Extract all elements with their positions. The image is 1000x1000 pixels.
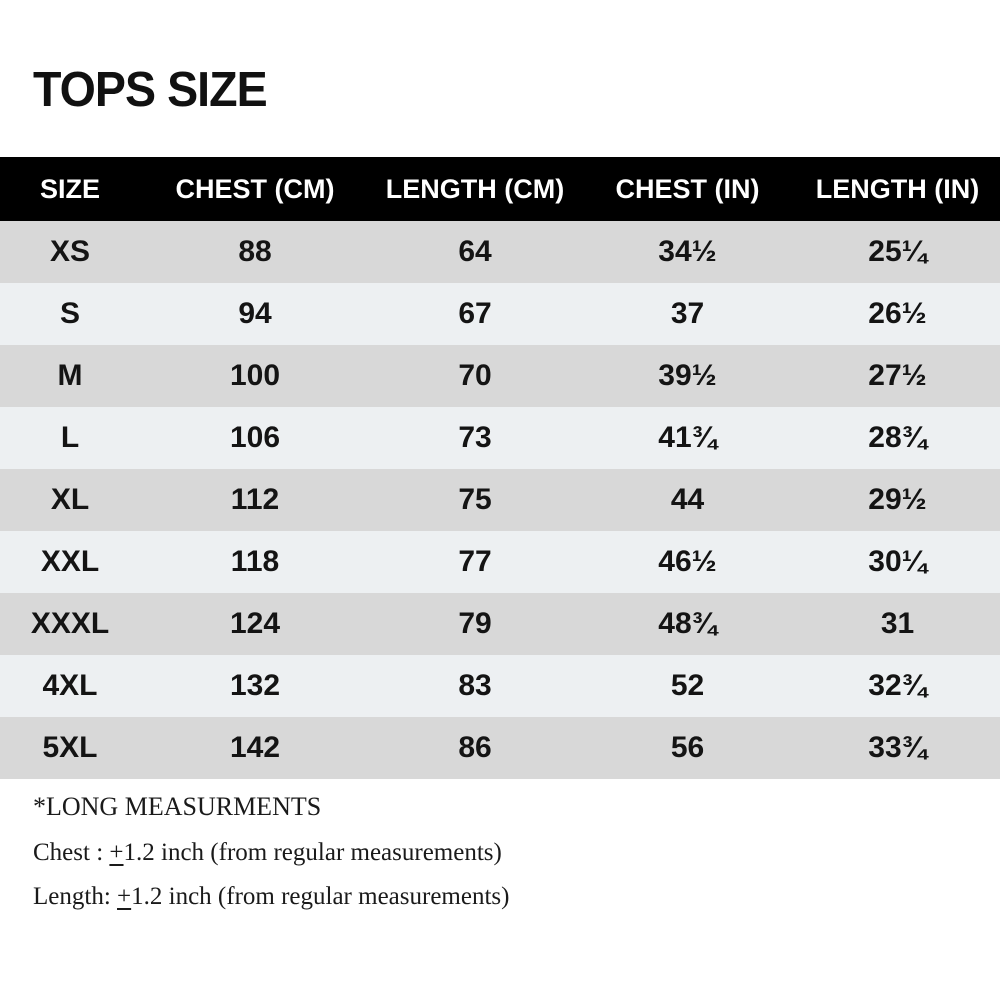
note-label: Length: <box>33 883 118 910</box>
chest-cm-value: 132 <box>229 669 281 702</box>
table-row-xs: XS 88 64 34½ 25¼ <box>0 221 1000 283</box>
note-text: 1.2 inch (from regular measurements) <box>123 839 502 866</box>
chest-cm-value: 118 <box>230 545 280 578</box>
header-chest-cm: CHEST (CM) <box>175 173 335 204</box>
size-label: XL <box>50 483 90 516</box>
chest-cm-value: 112 <box>230 483 280 516</box>
size-label: M <box>57 359 83 392</box>
chest-cm-value: 100 <box>229 359 281 392</box>
size-label: XXXL <box>30 607 110 640</box>
chest-in-value: 39½ <box>658 359 717 392</box>
length-in-value: 32¾ <box>868 669 927 702</box>
chest-cm-value: 124 <box>229 607 281 640</box>
size-label: 5XL <box>42 731 98 764</box>
size-label: XS <box>49 235 91 268</box>
length-in-value: 25¼ <box>868 235 927 268</box>
table-row-4xl: 4XL 132 83 52 32¾ <box>0 655 1000 717</box>
length-cm-value: 77 <box>458 545 492 578</box>
length-cm-value: 70 <box>458 359 492 392</box>
chest-in-value: 56 <box>670 731 705 764</box>
table-header-row: SIZE CHEST (CM) LENGTH (CM) CHEST (IN) L… <box>0 157 1000 221</box>
size-label: S <box>59 297 80 330</box>
length-tolerance-note: Length: +1.2 inch (from regular measurem… <box>33 883 509 911</box>
chest-in-value: 46½ <box>658 545 717 578</box>
chest-cm-value: 106 <box>229 421 281 454</box>
header-length-in: LENGTH (IN) <box>815 173 980 204</box>
page-title: TOPS SIZE <box>33 63 268 117</box>
footnote-heading: *LONG MEASURMENTS <box>33 792 322 821</box>
length-in-value: 27½ <box>868 359 927 392</box>
chest-cm-value: 142 <box>229 731 281 764</box>
table-row-5xl: 5XL 142 86 56 33¾ <box>0 717 1000 779</box>
plus-minus-sign: + <box>109 839 124 866</box>
table-row-xxl: XXL 118 77 46½ 30¼ <box>0 531 1000 593</box>
chest-in-value: 52 <box>670 669 705 702</box>
header-size: SIZE <box>39 173 100 204</box>
table-body: XS 88 64 34½ 25¼ S 94 67 37 26½ M 100 70… <box>0 221 1000 779</box>
length-in-value: 29½ <box>868 483 927 516</box>
note-label: Chest : <box>33 839 110 866</box>
table-row-xxxl: XXXL 124 79 48¾ 31 <box>0 593 1000 655</box>
size-label: XXL <box>40 545 100 578</box>
length-in-value: 33¾ <box>868 731 927 764</box>
chest-in-value: 37 <box>670 297 705 330</box>
size-chart-table: SIZE CHEST (CM) LENGTH (CM) CHEST (IN) L… <box>0 157 1000 779</box>
length-cm-value: 75 <box>458 483 492 516</box>
chest-cm-value: 94 <box>238 297 272 330</box>
chest-in-value: 44 <box>670 483 705 516</box>
table-row-s: S 94 67 37 26½ <box>0 283 1000 345</box>
length-cm-value: 73 <box>458 421 492 454</box>
footnotes: *LONG MEASURMENTS Chest : +1.2 inch (fro… <box>33 792 509 927</box>
table-row-l: L 106 73 41¾ 28¾ <box>0 407 1000 469</box>
length-in-value: 26½ <box>868 297 927 330</box>
plus-minus-sign: + <box>117 883 132 910</box>
chest-in-value: 34½ <box>658 235 717 268</box>
chest-tolerance-note: Chest : +1.2 inch (from regular measurem… <box>33 839 509 867</box>
size-label: L <box>60 421 80 454</box>
length-in-value: 30¼ <box>868 545 927 578</box>
length-cm-value: 86 <box>458 731 492 764</box>
table-row-xl: XL 112 75 44 29½ <box>0 469 1000 531</box>
length-cm-value: 83 <box>458 669 492 702</box>
length-cm-value: 64 <box>458 235 492 268</box>
length-in-value: 31 <box>880 607 915 640</box>
size-label: 4XL <box>42 669 98 702</box>
table-row-m: M 100 70 39½ 27½ <box>0 345 1000 407</box>
length-cm-value: 79 <box>458 607 492 640</box>
header-chest-in: CHEST (IN) <box>615 173 760 204</box>
note-text: 1.2 inch (from regular measurements) <box>131 883 510 910</box>
chest-in-value: 48¾ <box>658 607 717 640</box>
chest-cm-value: 88 <box>238 235 272 268</box>
length-cm-value: 67 <box>458 297 492 330</box>
chest-in-value: 41¾ <box>658 421 717 454</box>
length-in-value: 28¾ <box>868 421 927 454</box>
header-length-cm: LENGTH (CM) <box>385 173 565 204</box>
